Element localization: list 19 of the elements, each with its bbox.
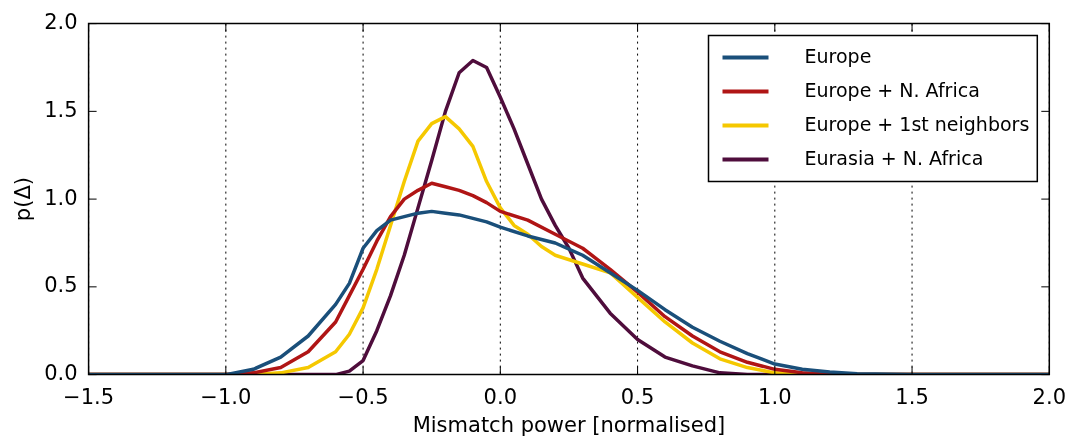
y-tick-label: 0.0 — [44, 361, 78, 386]
x-tick-label: −0.5 — [337, 384, 389, 409]
x-tick-label: −1.0 — [200, 384, 252, 409]
x-tick-label: 2.0 — [1032, 384, 1066, 409]
y-tick-label: 2.0 — [44, 10, 78, 35]
x-tick-label: 0.5 — [620, 384, 655, 409]
legend-label: Eurasia + N. Africa — [804, 146, 984, 169]
y-tick-label: 0.5 — [44, 273, 78, 298]
legend-label: Europe + 1st neighbors — [804, 112, 1030, 135]
y-axis-title: p(Δ) — [11, 177, 36, 222]
x-axis-title: Mismatch power [normalised] — [412, 412, 726, 437]
x-tick-label: 0.0 — [483, 384, 518, 409]
y-tick-label: 1.5 — [44, 97, 78, 122]
x-tick-label: 1.0 — [758, 384, 792, 409]
x-tick-label: 1.5 — [895, 384, 929, 409]
y-tick-label: 1.0 — [44, 185, 78, 210]
legend-label: Europe + N. Africa — [804, 78, 980, 101]
legend-label: Europe — [804, 44, 872, 67]
x-tick-label: −1.5 — [63, 384, 115, 409]
